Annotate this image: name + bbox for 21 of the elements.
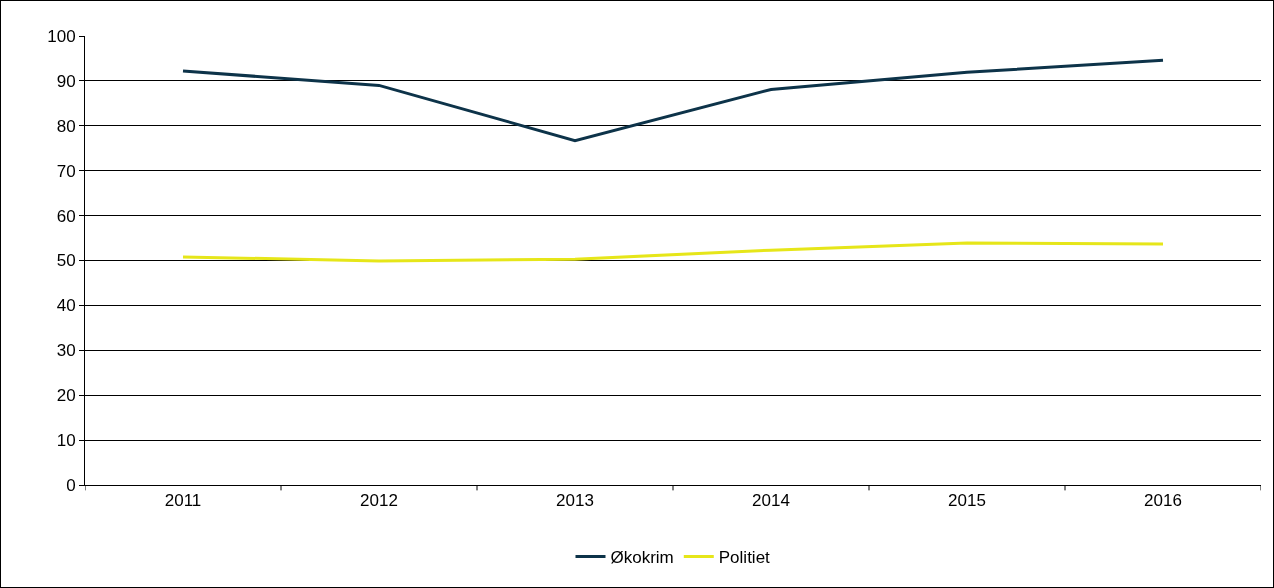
y-tick-label: 70 bbox=[56, 161, 76, 181]
y-tick-label: 90 bbox=[56, 71, 76, 91]
y-tick-label: 30 bbox=[56, 341, 76, 361]
x-tick-label: 2011 bbox=[164, 491, 202, 511]
legend-label: Politiet bbox=[718, 548, 771, 568]
y-tick-label: 0 bbox=[66, 475, 76, 495]
line-series bbox=[181, 58, 1165, 143]
y-tick-label: 100 bbox=[47, 26, 76, 46]
line-series bbox=[181, 241, 1165, 263]
x-tick-label: 2013 bbox=[556, 491, 594, 511]
y-tick-label: 80 bbox=[56, 116, 76, 136]
y-tick-label: 40 bbox=[56, 296, 76, 316]
y-tick-label: 60 bbox=[56, 206, 76, 226]
y-tick-label: 50 bbox=[56, 251, 76, 271]
y-tick-label: 20 bbox=[56, 386, 76, 406]
x-tick-label: 2012 bbox=[360, 491, 398, 511]
x-tick-label: 2014 bbox=[752, 491, 790, 511]
x-tick-label: 2016 bbox=[1144, 491, 1182, 511]
legend-label: Økokrim bbox=[610, 548, 674, 568]
x-tick-label: 2015 bbox=[948, 491, 986, 511]
y-tick-label: 10 bbox=[56, 431, 76, 451]
